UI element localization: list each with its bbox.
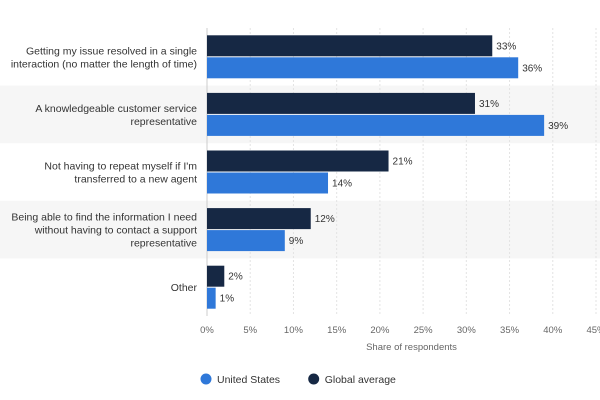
data-label: 21%	[393, 157, 413, 168]
category-label: Other	[171, 282, 198, 294]
legend-marker	[200, 373, 212, 385]
data-label: 31%	[479, 99, 499, 110]
x-tick-label: 15%	[327, 325, 347, 336]
x-tick-label: 40%	[543, 325, 563, 336]
x-tick-label: 30%	[457, 325, 477, 336]
bar-global-average[interactable]	[207, 208, 311, 230]
value-labels: 33% 36% 31% 39% 21% 14% 12% 9% 2% 1%	[220, 41, 569, 304]
category-label: Not having to repeat myself if I'm transf…	[44, 161, 197, 186]
category-label: Being able to find the information I nee…	[11, 212, 197, 250]
data-label: 39%	[548, 121, 568, 132]
legend-entry[interactable]: Global average	[325, 374, 396, 386]
data-label: 33%	[496, 41, 516, 52]
bar-global-average[interactable]	[207, 35, 493, 57]
bar-united-states[interactable]	[207, 230, 285, 252]
x-tick-label: 20%	[370, 325, 390, 336]
bar-global-average[interactable]	[207, 265, 225, 287]
x-tick-label: 35%	[500, 325, 520, 336]
x-axis-title: Share of respondents	[366, 342, 457, 353]
data-label: 36%	[522, 63, 542, 74]
bar-united-states[interactable]	[207, 114, 545, 136]
bar-united-states[interactable]	[207, 57, 519, 79]
bar-global-average[interactable]	[207, 92, 475, 114]
x-tick-label: 25%	[414, 325, 434, 336]
x-tick-label: 0%	[200, 325, 214, 336]
data-label: 1%	[220, 294, 235, 305]
x-tick-labels: 0% 5% 10% 15% 20% 25% 30% 35% 40% 45%	[200, 325, 600, 336]
legend-marker	[308, 373, 320, 385]
data-label: 2%	[228, 272, 243, 283]
data-label: 12%	[315, 214, 335, 225]
x-tick-label: 5%	[243, 325, 257, 336]
x-tick-label: 10%	[284, 325, 304, 336]
category-label: Getting my issue resolved in a single int…	[11, 45, 197, 70]
x-tick-label: 45%	[586, 325, 600, 336]
legend: United States Global average	[200, 373, 396, 386]
bar-united-states[interactable]	[207, 172, 329, 194]
bar-united-states[interactable]	[207, 287, 216, 309]
bar-global-average[interactable]	[207, 150, 389, 172]
legend-entry[interactable]: United States	[217, 374, 280, 386]
bars-group	[207, 35, 545, 309]
category-label: A knowledgeable customer service represen…	[35, 103, 197, 128]
data-label: 9%	[289, 236, 304, 247]
category-labels: Getting my issue resolved in a single int…	[11, 45, 198, 294]
data-label: 14%	[332, 179, 352, 190]
